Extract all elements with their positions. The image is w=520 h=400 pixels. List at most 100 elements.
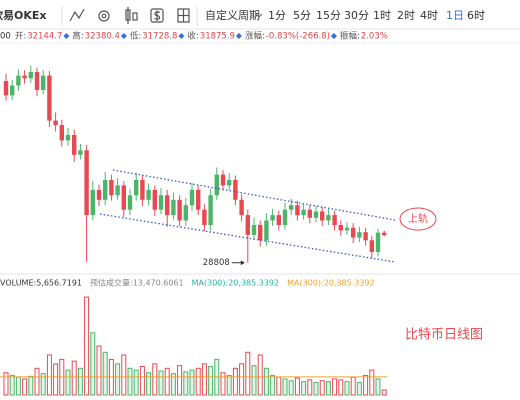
- candle-body: [134, 180, 139, 196]
- period-option[interactable]: 30分: [344, 9, 369, 22]
- volume-bar: [301, 381, 307, 396]
- volume-bar: [232, 367, 238, 396]
- candle-shape: [132, 12, 138, 21]
- separator-diamond: [120, 33, 127, 39]
- volume-bar: [170, 373, 176, 396]
- volume-readout-name: VOLUME:: [0, 279, 36, 288]
- volume-bar: [239, 363, 245, 396]
- volume-bar: [127, 367, 133, 396]
- period-option[interactable]: 5分: [293, 9, 311, 22]
- volume-readout-name: MA(300):: [192, 279, 229, 288]
- candle-body: [202, 209, 207, 225]
- candle-body: [233, 180, 238, 200]
- layout-icon[interactable]: [177, 8, 190, 23]
- period-option[interactable]: 1分: [268, 9, 286, 22]
- candle-body: [78, 150, 83, 155]
- candle-body: [115, 185, 120, 196]
- candle-body: [258, 225, 263, 241]
- volume-bar: [28, 375, 34, 396]
- currency-icon[interactable]: [150, 8, 164, 23]
- period-option[interactable]: 1时: [373, 9, 391, 22]
- info-label: 高:: [72, 31, 83, 42]
- period-option[interactable]: 1日: [446, 9, 464, 22]
- volume-bar: [381, 389, 387, 396]
- volume-readout-value: 20,385.3392: [228, 279, 279, 288]
- info-label: 涨幅:: [245, 31, 265, 42]
- candle-body: [270, 215, 275, 221]
- custom-period[interactable]: 自定义周期: [205, 8, 260, 22]
- separator-diamond: [330, 33, 337, 39]
- candle-body: [307, 209, 312, 218]
- candle-body: [208, 195, 213, 225]
- candle-body: [53, 120, 58, 126]
- candle-body: [72, 135, 77, 155]
- price-panel: 28808: [3, 65, 387, 268]
- candle-body: [338, 225, 343, 231]
- candle-body: [332, 215, 337, 225]
- info-label: 开:: [15, 32, 26, 42]
- volume-bar: [133, 369, 139, 396]
- candle-body: [369, 240, 374, 252]
- info-value: 32144.7: [27, 32, 62, 42]
- volume-bar: [121, 354, 127, 396]
- candle-body: [3, 81, 9, 96]
- candle-body: [96, 189, 102, 200]
- gear-shape: [98, 10, 110, 22]
- candle-body: [357, 232, 362, 238]
- indicator-icon[interactable]: [69, 8, 85, 22]
- candle-body: [301, 209, 306, 216]
- candle-body: [16, 75, 21, 86]
- candle-body: [109, 180, 114, 196]
- volume-bar: [3, 372, 9, 396]
- candle-body: [171, 199, 176, 216]
- volume-bar: [9, 374, 15, 396]
- volume-bar: [146, 372, 152, 396]
- settings-icon[interactable]: [98, 10, 110, 22]
- volume-bar: [325, 381, 331, 396]
- volume-bar: [313, 382, 319, 396]
- volume-bar: [40, 373, 46, 396]
- volume-bar: [332, 378, 338, 396]
- candle-body: [196, 189, 201, 210]
- candle-body: [41, 75, 46, 90]
- separator-diamond: [178, 33, 185, 39]
- volume-bar: [294, 377, 300, 396]
- volume-bar: [307, 379, 313, 396]
- time-fragment: 00: [0, 32, 11, 42]
- volume-bar: [183, 371, 189, 396]
- dropdown-chevron: [255, 13, 263, 18]
- candle-body: [177, 199, 182, 221]
- volume-bar: [53, 363, 59, 396]
- period-option[interactable]: 15分: [316, 9, 341, 22]
- volume-bar: [257, 354, 263, 396]
- volume-bar: [102, 351, 108, 396]
- candle-body: [227, 180, 232, 186]
- candle-body: [295, 205, 300, 216]
- period-option[interactable]: 2时: [397, 9, 415, 22]
- volume-bar: [189, 369, 195, 396]
- volume-readout-value: 13,470.6061: [133, 279, 184, 288]
- candle-icon[interactable]: [125, 7, 138, 24]
- candle-body: [289, 205, 294, 210]
- period-option[interactable]: 6时: [467, 9, 485, 22]
- candle-body: [59, 125, 64, 141]
- currency-box: [150, 8, 164, 23]
- info-value: -0.83%(-266.8): [266, 32, 330, 42]
- volume-bar: [201, 363, 207, 396]
- info-value: 2.03%: [361, 32, 388, 42]
- candle-body: [320, 211, 325, 221]
- currency-sign: [154, 10, 161, 21]
- volume-readout-value: 20,385.3392: [324, 279, 375, 288]
- volume-bar: [226, 374, 232, 396]
- period-list: 1分 5分 15分 30分 1时 2时 4时 1日 6时: [268, 9, 485, 22]
- volume-bar: [288, 380, 294, 396]
- period-option[interactable]: 4时: [420, 9, 438, 22]
- volume-bar: [195, 367, 201, 396]
- candle-body: [382, 232, 387, 236]
- candle-body: [84, 150, 89, 216]
- volume-bar: [356, 382, 362, 396]
- volume-bar: [276, 376, 282, 396]
- info-label: 振幅:: [340, 31, 360, 42]
- candle-body: [183, 205, 188, 221]
